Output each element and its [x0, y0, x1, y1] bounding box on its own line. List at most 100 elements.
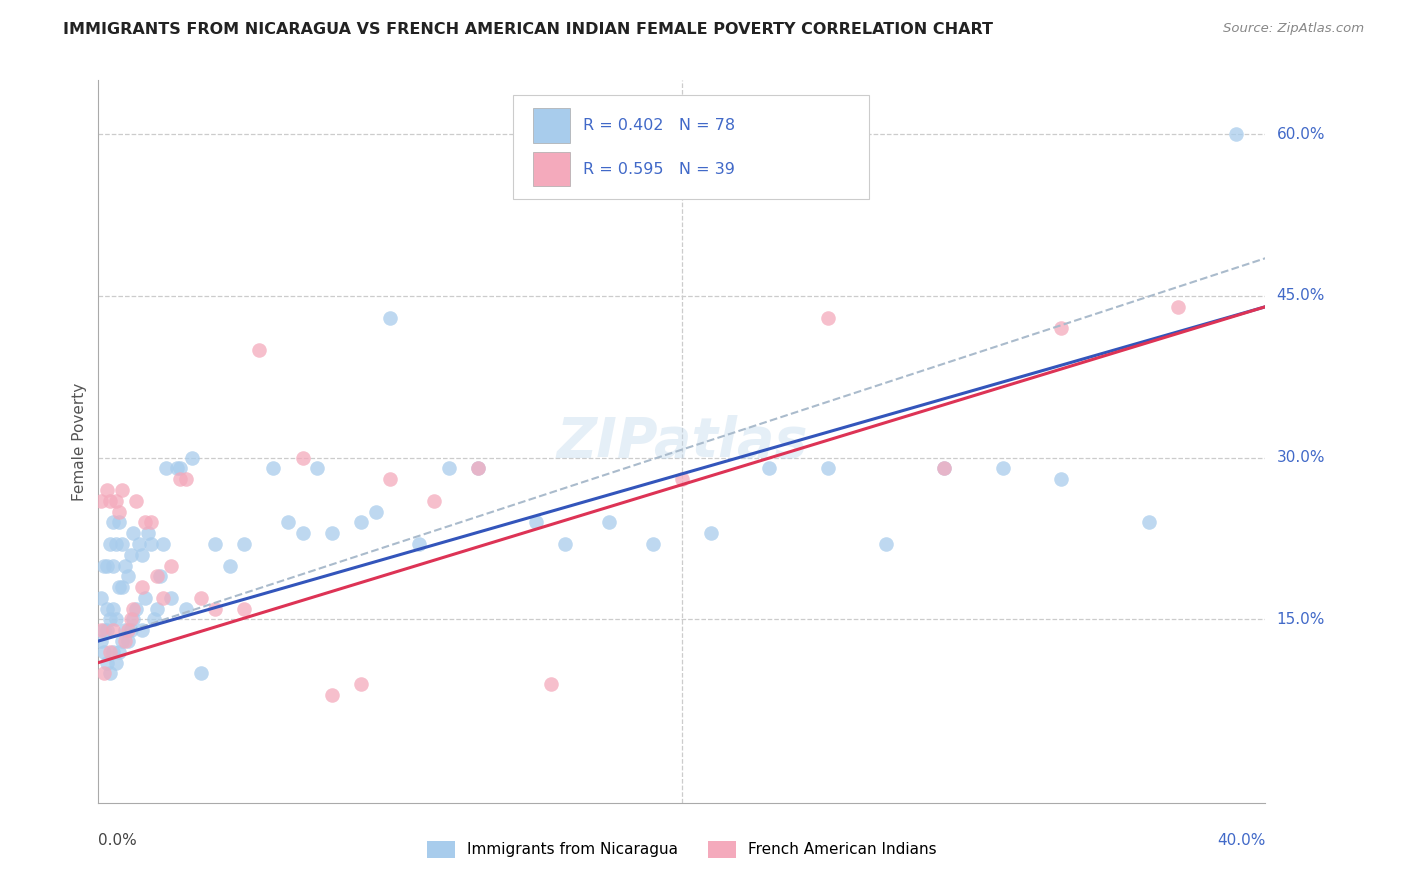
Point: [96, 624, 118, 638]
Point: [104, 612, 127, 626]
Point: [98, 493, 121, 508]
Point: [98, 537, 121, 551]
Point: [233, 537, 256, 551]
Point: [180, 450, 202, 465]
Text: R = 0.595   N = 39: R = 0.595 N = 39: [582, 161, 734, 177]
Point: [114, 558, 136, 573]
Point: [104, 493, 127, 508]
Point: [817, 310, 839, 325]
Point: [131, 624, 153, 638]
Point: [93, 558, 115, 573]
Point: [120, 612, 142, 626]
Point: [114, 624, 136, 638]
Point: [98, 612, 121, 626]
Point: [146, 569, 169, 583]
Point: [117, 634, 139, 648]
Point: [98, 645, 121, 659]
Point: [128, 537, 150, 551]
Point: [120, 624, 142, 638]
Point: [166, 461, 188, 475]
Point: [204, 537, 226, 551]
Point: [291, 450, 314, 465]
FancyBboxPatch shape: [533, 152, 569, 186]
Point: [437, 461, 460, 475]
Point: [114, 634, 136, 648]
Point: [90, 591, 112, 605]
Point: [307, 461, 329, 475]
Point: [111, 634, 134, 648]
Point: [1050, 472, 1073, 486]
Text: Source: ZipAtlas.com: Source: ZipAtlas.com: [1223, 22, 1364, 36]
Point: [160, 558, 183, 573]
Point: [125, 493, 148, 508]
Point: [758, 461, 780, 475]
Point: [108, 516, 131, 530]
Point: [1137, 516, 1160, 530]
Point: [122, 601, 145, 615]
Point: [934, 461, 956, 475]
Point: [1050, 321, 1073, 335]
Point: [364, 505, 387, 519]
Point: [934, 461, 956, 475]
Point: [93, 666, 115, 681]
Point: [598, 516, 620, 530]
Point: [131, 548, 153, 562]
FancyBboxPatch shape: [513, 95, 869, 200]
Point: [190, 591, 212, 605]
Point: [247, 343, 270, 357]
Point: [350, 516, 373, 530]
Point: [152, 537, 174, 551]
Point: [134, 516, 156, 530]
Point: [111, 537, 134, 551]
Point: [160, 591, 183, 605]
Point: [554, 537, 576, 551]
Point: [125, 601, 148, 615]
Point: [671, 472, 693, 486]
Point: [111, 483, 134, 497]
Point: [96, 656, 118, 670]
Point: [104, 537, 127, 551]
Point: [467, 461, 489, 475]
Point: [131, 580, 153, 594]
Point: [233, 601, 256, 615]
Point: [149, 569, 172, 583]
Point: [146, 601, 169, 615]
Point: [380, 472, 402, 486]
Point: [117, 624, 139, 638]
Point: [321, 526, 343, 541]
Point: [169, 472, 191, 486]
Text: ZIPatlas: ZIPatlas: [557, 415, 807, 468]
Point: [111, 580, 134, 594]
Point: [291, 526, 314, 541]
Point: [122, 526, 145, 541]
Point: [174, 472, 197, 486]
Point: [321, 688, 343, 702]
Text: 60.0%: 60.0%: [1277, 127, 1324, 142]
Point: [218, 558, 240, 573]
Point: [262, 461, 284, 475]
Point: [524, 516, 547, 530]
Point: [90, 624, 112, 638]
Point: [641, 537, 664, 551]
Point: [142, 612, 165, 626]
Point: [155, 461, 177, 475]
Point: [139, 537, 162, 551]
Point: [277, 516, 299, 530]
Point: [152, 591, 174, 605]
Point: [101, 601, 124, 615]
Point: [423, 493, 446, 508]
Point: [104, 656, 127, 670]
Y-axis label: Female Poverty: Female Poverty: [72, 383, 87, 500]
Point: [101, 558, 124, 573]
Point: [991, 461, 1014, 475]
Legend: Immigrants from Nicaragua, French American Indians: Immigrants from Nicaragua, French Americ…: [420, 835, 943, 863]
Point: [96, 483, 118, 497]
Point: [174, 601, 197, 615]
Point: [101, 516, 124, 530]
Point: [134, 591, 156, 605]
Text: R = 0.402   N = 78: R = 0.402 N = 78: [582, 119, 735, 133]
Point: [139, 516, 162, 530]
Point: [98, 666, 121, 681]
Point: [101, 624, 124, 638]
Point: [190, 666, 212, 681]
